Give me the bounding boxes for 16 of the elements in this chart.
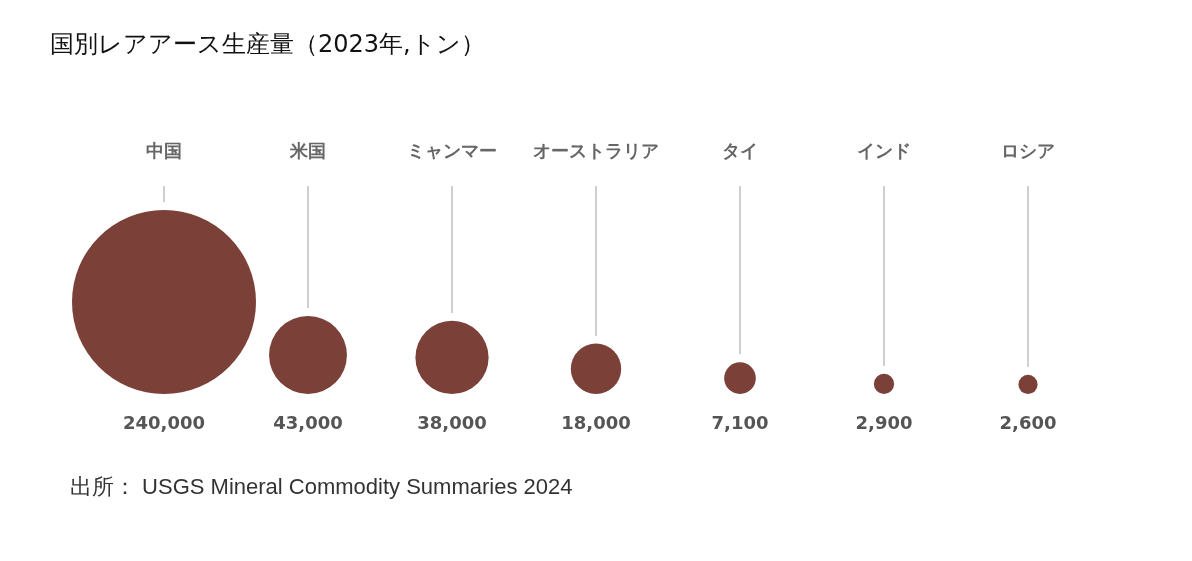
category-label: オーストラリア	[533, 140, 659, 161]
data-label: 2,900	[855, 411, 913, 433]
category-label: 中国	[146, 140, 182, 161]
data-label: 7,100	[711, 411, 769, 433]
category-label: 米国	[289, 140, 326, 161]
data-label: 2,600	[999, 411, 1057, 433]
data-label: 38,000	[417, 411, 487, 433]
category-label: ロシア	[1001, 140, 1055, 161]
text: 出所： USGS Mineral Commodity Summaries 2024	[70, 473, 573, 501]
category-label: ミャンマー	[407, 140, 497, 161]
data-label: 18,000	[561, 411, 631, 433]
category-label: インド	[857, 140, 911, 161]
data-label: 240,000	[123, 411, 205, 433]
data-label: 43,000	[273, 411, 343, 433]
text: 国別レアアース生産量（2023年,トン）	[50, 29, 485, 60]
category-label: タイ	[722, 140, 758, 161]
